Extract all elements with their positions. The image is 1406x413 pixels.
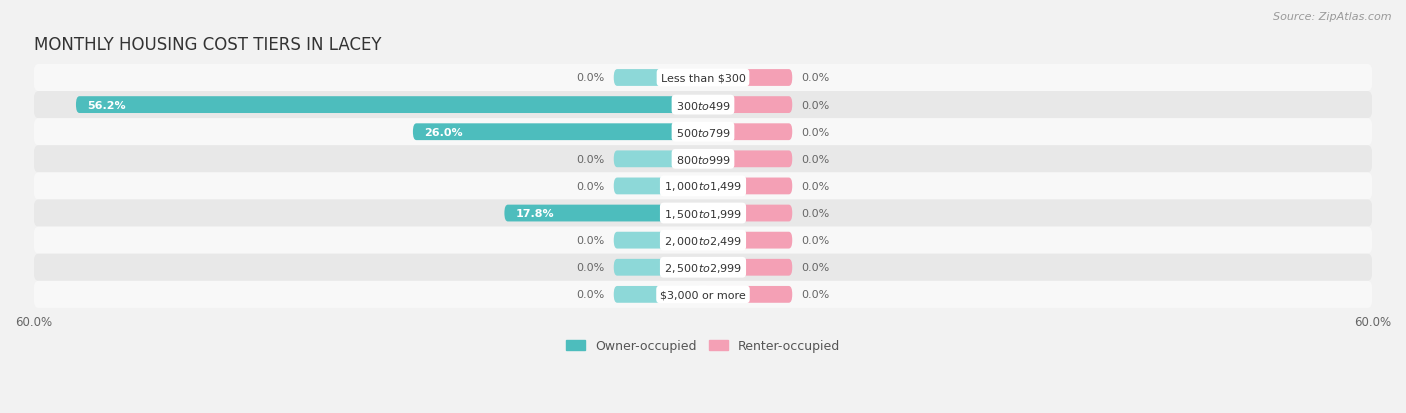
- FancyBboxPatch shape: [614, 232, 703, 249]
- Text: 0.0%: 0.0%: [576, 290, 605, 300]
- FancyBboxPatch shape: [703, 151, 792, 168]
- Text: $2,000 to $2,499: $2,000 to $2,499: [664, 234, 742, 247]
- Text: 0.0%: 0.0%: [801, 154, 830, 164]
- Text: $1,000 to $1,499: $1,000 to $1,499: [664, 180, 742, 193]
- FancyBboxPatch shape: [34, 227, 1372, 254]
- FancyBboxPatch shape: [703, 232, 792, 249]
- Text: 0.0%: 0.0%: [801, 100, 830, 110]
- FancyBboxPatch shape: [505, 205, 703, 222]
- FancyBboxPatch shape: [703, 259, 792, 276]
- FancyBboxPatch shape: [614, 70, 703, 87]
- Text: $3,000 or more: $3,000 or more: [661, 290, 745, 300]
- Text: 0.0%: 0.0%: [801, 209, 830, 218]
- FancyBboxPatch shape: [703, 97, 792, 114]
- Text: 26.0%: 26.0%: [425, 127, 463, 138]
- Text: $1,500 to $1,999: $1,500 to $1,999: [664, 207, 742, 220]
- Text: $800 to $999: $800 to $999: [675, 154, 731, 166]
- Text: 0.0%: 0.0%: [801, 127, 830, 138]
- Text: 0.0%: 0.0%: [576, 235, 605, 246]
- Text: 0.0%: 0.0%: [801, 235, 830, 246]
- Text: 0.0%: 0.0%: [801, 263, 830, 273]
- FancyBboxPatch shape: [34, 200, 1372, 227]
- Text: 0.0%: 0.0%: [576, 154, 605, 164]
- Text: 0.0%: 0.0%: [576, 181, 605, 192]
- FancyBboxPatch shape: [34, 65, 1372, 92]
- FancyBboxPatch shape: [703, 286, 792, 303]
- FancyBboxPatch shape: [703, 178, 792, 195]
- Text: 56.2%: 56.2%: [87, 100, 125, 110]
- Text: Source: ZipAtlas.com: Source: ZipAtlas.com: [1274, 12, 1392, 22]
- FancyBboxPatch shape: [703, 70, 792, 87]
- Text: $300 to $499: $300 to $499: [675, 100, 731, 112]
- Legend: Owner-occupied, Renter-occupied: Owner-occupied, Renter-occupied: [561, 335, 845, 357]
- FancyBboxPatch shape: [34, 173, 1372, 200]
- FancyBboxPatch shape: [614, 259, 703, 276]
- Text: MONTHLY HOUSING COST TIERS IN LACEY: MONTHLY HOUSING COST TIERS IN LACEY: [34, 36, 381, 54]
- Text: $2,500 to $2,999: $2,500 to $2,999: [664, 261, 742, 274]
- Text: 0.0%: 0.0%: [801, 290, 830, 300]
- FancyBboxPatch shape: [34, 281, 1372, 308]
- FancyBboxPatch shape: [34, 146, 1372, 173]
- FancyBboxPatch shape: [34, 119, 1372, 146]
- Text: $500 to $799: $500 to $799: [675, 126, 731, 138]
- FancyBboxPatch shape: [614, 151, 703, 168]
- Text: 17.8%: 17.8%: [516, 209, 554, 218]
- Text: 0.0%: 0.0%: [576, 263, 605, 273]
- FancyBboxPatch shape: [76, 97, 703, 114]
- Text: 0.0%: 0.0%: [801, 74, 830, 83]
- FancyBboxPatch shape: [413, 124, 703, 141]
- FancyBboxPatch shape: [34, 254, 1372, 281]
- FancyBboxPatch shape: [703, 205, 792, 222]
- Text: Less than $300: Less than $300: [661, 74, 745, 83]
- FancyBboxPatch shape: [614, 286, 703, 303]
- Text: 0.0%: 0.0%: [801, 181, 830, 192]
- FancyBboxPatch shape: [614, 178, 703, 195]
- FancyBboxPatch shape: [34, 92, 1372, 119]
- Text: 0.0%: 0.0%: [576, 74, 605, 83]
- FancyBboxPatch shape: [703, 124, 792, 141]
